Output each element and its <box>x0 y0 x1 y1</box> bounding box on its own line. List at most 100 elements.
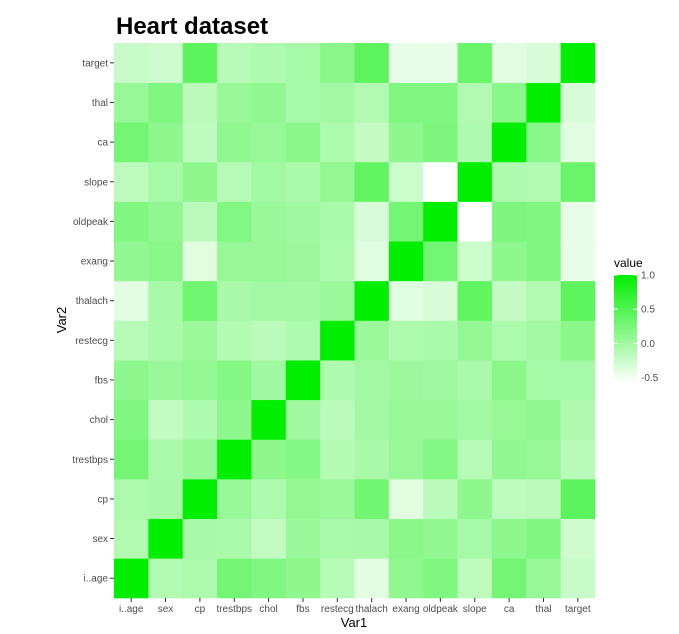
y-tick-label: slope <box>84 177 108 188</box>
heatmap-cell-ca-fbs <box>285 122 321 163</box>
heatmap-cell-fbs-trestbps <box>217 360 252 401</box>
heatmap-cell-sex-slope <box>457 518 493 559</box>
heatmap-cell-thal-target <box>560 82 596 123</box>
heatmap-cell-fbs-chol <box>251 360 287 401</box>
heatmap-cell-thal-fbs <box>285 82 321 123</box>
heatmap-cell-exang-sex <box>148 241 184 282</box>
heatmap-cell-sex-restecg <box>320 518 355 559</box>
heatmap-cell-thal-trestbps <box>217 82 252 123</box>
heatmap-cell-cp-target <box>560 479 596 520</box>
heatmap-cell-ca-thal <box>526 122 561 163</box>
legend-tick-label: -0.5 <box>641 373 659 384</box>
heatmap-cell-chol-chol <box>251 399 287 440</box>
heatmap-cell-trestbps-chol <box>251 439 287 480</box>
heatmap-cell-slope-restecg <box>320 161 355 202</box>
heatmap-cell-slope-oldpeak <box>423 161 458 202</box>
heatmap-cell-exang-target <box>560 241 596 282</box>
x-tick-label: fbs <box>296 604 309 615</box>
heatmap-cell-trestbps-trestbps <box>217 439 252 480</box>
heatmap-cell-target-target <box>560 43 596 83</box>
heatmap-cell-fbs-thalach <box>354 360 390 401</box>
x-axis: i..age sex cp trestbps chol fbs restecg thalach… <box>119 598 591 615</box>
heatmap-cell-thal-sex <box>148 82 184 123</box>
heatmap-cell-exang-restecg <box>320 241 355 282</box>
heatmap-cell-exang-fbs <box>285 241 321 282</box>
heatmap-cell-slope-trestbps <box>217 161 252 202</box>
heatmap-cell-sex-cp <box>182 518 218 559</box>
heatmap-cell-ca-restecg <box>320 122 355 163</box>
heatmap-cell-target-oldpeak <box>423 43 458 83</box>
y-tick-label: cp <box>97 494 108 505</box>
heatmap-cell-chol-thalach <box>354 399 390 440</box>
heatmap-cell-fbs-slope <box>457 360 493 401</box>
y-tick-label: sex <box>92 534 108 545</box>
heatmap-cell-chol-sex <box>148 399 184 440</box>
heatmap-cell-target-slope <box>457 43 493 83</box>
heatmap-cell-iage-ca <box>491 558 527 599</box>
x-tick-label: sex <box>158 604 174 615</box>
heatmap-cell-restecg-thal <box>526 320 561 361</box>
heatmap-cell-fbs-ca <box>491 360 527 401</box>
heatmap-cell-cp-thalach <box>354 479 390 520</box>
heatmap-cell-thalach-trestbps <box>217 280 252 321</box>
heatmap-cell-cp-cp <box>182 479 218 520</box>
heatmap-cell-target-exang <box>388 43 424 83</box>
heatmap-cell-iage-restecg <box>320 558 355 599</box>
x-tick-label: i..age <box>119 604 144 615</box>
legend-colorbar <box>614 275 637 383</box>
heatmap-cell-restecg-slope <box>457 320 493 361</box>
heatmap-cell-chol-thal <box>526 399 561 440</box>
y-tick-label: thal <box>92 98 108 109</box>
x-tick-label: thal <box>535 604 551 615</box>
y-tick-label: restecg <box>75 336 108 347</box>
heatmap-cell-trestbps-sex <box>148 439 184 480</box>
heatmap-cell-fbs-cp <box>182 360 218 401</box>
heatmap-cell-thalach-sex <box>148 280 184 321</box>
heatmap-cell-trestbps-slope <box>457 439 493 480</box>
heatmap-cell-sex-thalach <box>354 518 390 559</box>
legend-title: value <box>614 256 643 270</box>
heatmap-cell-thal-chol <box>251 82 287 123</box>
heatmap-cell-fbs-fbs <box>285 360 321 401</box>
heatmap-cell-fbs-exang <box>388 360 424 401</box>
heatmap-cell-exang-chol <box>251 241 287 282</box>
heatmap-cell-oldpeak-ca <box>491 201 527 242</box>
heatmap-cell-chol-fbs <box>285 399 321 440</box>
heatmap-cell-oldpeak-exang <box>388 201 424 242</box>
heatmap-cell-chol-ca <box>491 399 527 440</box>
heatmap-cell-chol-oldpeak <box>423 399 458 440</box>
heatmap-cell-trestbps-cp <box>182 439 218 480</box>
heatmap-cell-exang-trestbps <box>217 241 252 282</box>
heatmap-cell-iage-slope <box>457 558 493 599</box>
heatmap-cell-trestbps-oldpeak <box>423 439 458 480</box>
heatmap-cell-oldpeak-oldpeak <box>423 201 458 242</box>
heatmap-cell-target-trestbps <box>217 43 252 83</box>
heatmap-cell-slope-sex <box>148 161 184 202</box>
heatmap-cell-restecg-sex <box>148 320 184 361</box>
x-tick-label: trestbps <box>216 604 252 615</box>
heatmap-cell-oldpeak-sex <box>148 201 184 242</box>
heatmap-cell-ca-slope <box>457 122 493 163</box>
heatmap-cell-target-sex <box>148 43 184 83</box>
heatmap-cell-sex-target <box>560 518 596 559</box>
x-tick-label: cp <box>195 604 206 615</box>
heatmap-cell-sex-trestbps <box>217 518 252 559</box>
heatmap-cell-iage-trestbps <box>217 558 252 599</box>
y-tick-label: oldpeak <box>73 217 109 228</box>
heatmap-cell-trestbps-exang <box>388 439 424 480</box>
heatmap-cell-thalach-target <box>560 280 596 321</box>
heatmap-cell-exang-iage <box>114 241 149 282</box>
heatmap-cell-target-fbs <box>285 43 321 83</box>
heatmap-cell-oldpeak-restecg <box>320 201 355 242</box>
y-tick-label: i..age <box>84 574 109 585</box>
heatmap-cell-exang-cp <box>182 241 218 282</box>
heatmap-cell-ca-chol <box>251 122 287 163</box>
heatmap-cell-ca-iage <box>114 122 149 163</box>
heatmap-cell-slope-fbs <box>285 161 321 202</box>
heatmap-cell-cp-exang <box>388 479 424 520</box>
heatmap-cell-thal-iage <box>114 82 149 123</box>
heatmap-cell-fbs-sex <box>148 360 184 401</box>
heatmap-cell-slope-thalach <box>354 161 390 202</box>
heatmap-cell-sex-exang <box>388 518 424 559</box>
